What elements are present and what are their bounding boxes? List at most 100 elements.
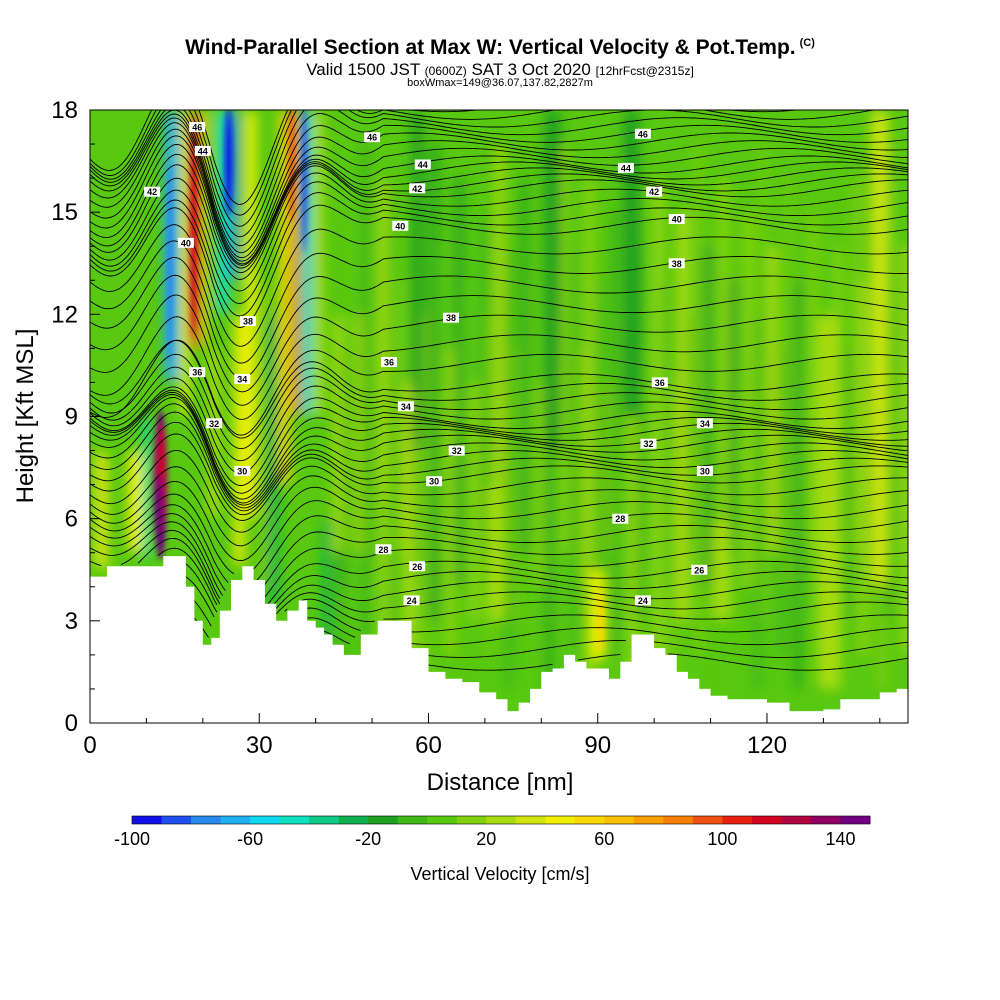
contour-label-box — [696, 418, 713, 429]
theta-contour — [90, 110, 908, 227]
contour-label-text: 38 — [446, 313, 456, 323]
contour-label: 38 — [443, 312, 459, 323]
y-tick-label: 6 — [65, 506, 78, 533]
velocity-streak — [553, 314, 564, 621]
contour-label: 42 — [144, 186, 161, 197]
potential-temperature-contours — [90, 110, 908, 671]
colorbar-tick-label: -100 — [114, 829, 150, 849]
theta-contour — [90, 433, 908, 521]
velocity-band — [234, 314, 245, 567]
colorbar-swatch — [840, 816, 871, 824]
x-tick-label: 60 — [415, 732, 442, 759]
contour-label-text: 34 — [237, 375, 247, 385]
theta-contour — [90, 256, 908, 379]
contour-label: 24 — [403, 595, 420, 606]
velocity-band — [260, 280, 269, 587]
contour-label-box — [240, 316, 256, 327]
velocity-core — [224, 110, 233, 216]
contour-label-text: 44 — [621, 163, 631, 173]
velocity-streak — [487, 314, 493, 655]
y-tick-label: 18 — [51, 97, 78, 124]
theta-contour — [90, 122, 908, 262]
colorbar-tick-label: 20 — [476, 829, 496, 849]
valid-time-line: Valid 1500 JST (0600Z) SAT 3 Oct 2020 [1… — [306, 60, 694, 79]
velocity-band — [378, 178, 388, 502]
velocity-streak — [340, 348, 346, 587]
contour-label-box — [612, 513, 629, 524]
theta-contour — [90, 493, 908, 575]
x-tick-label: 90 — [584, 732, 611, 759]
chart-title: Wind-Parallel Section at Max W: Vertical… — [185, 36, 815, 59]
theta-contour — [90, 403, 908, 509]
colorbar-swatch — [692, 816, 723, 824]
velocity-streak — [479, 212, 490, 553]
colorbar-swatch — [191, 816, 222, 824]
contour-label-text: 42 — [147, 187, 157, 197]
contour-label: 28 — [612, 513, 629, 524]
contour-label-box — [189, 122, 206, 132]
velocity-streak — [860, 280, 866, 655]
colorbar-swatch — [338, 816, 369, 824]
velocity-streak — [844, 348, 852, 621]
velocity-band — [411, 110, 423, 451]
contour-label-box — [448, 445, 465, 456]
colorbar-tick-label: 100 — [707, 829, 737, 849]
colorbar-swatch — [781, 816, 812, 824]
velocity-streak — [404, 382, 415, 655]
theta-contour — [90, 117, 908, 259]
contour-label-text: 44 — [198, 146, 208, 156]
colorbar-swatch — [309, 816, 340, 824]
contour-label: 30 — [234, 466, 251, 477]
theta-contour — [90, 294, 908, 406]
theta-contour — [90, 204, 908, 328]
velocity-streak — [603, 382, 614, 553]
theta-contour — [90, 316, 908, 420]
contour-label-text: 44 — [418, 160, 428, 170]
theta-contour — [90, 192, 908, 317]
velocity-streak — [653, 178, 664, 655]
y-tick-label: 0 — [65, 710, 78, 737]
contour-label-text: 46 — [638, 129, 648, 139]
colorbar: -100 -60 -20 20 60 100 140 — [114, 815, 871, 849]
contour-label: 44 — [617, 162, 634, 173]
colorbar-swatch — [456, 816, 487, 824]
velocity-band — [322, 518, 331, 642]
velocity-streak — [761, 144, 767, 621]
contour-label: 36 — [381, 357, 397, 368]
velocity-streak — [354, 314, 365, 553]
contour-label-box — [409, 561, 426, 572]
contour-label-text: 42 — [412, 184, 422, 194]
contour-label-text: 40 — [672, 215, 682, 225]
velocity-streak — [669, 382, 678, 689]
contour-label-box — [364, 132, 381, 143]
theta-contour — [90, 128, 908, 265]
theta-contour — [90, 135, 908, 266]
contour-label-box — [375, 544, 392, 555]
velocity-band — [713, 518, 731, 621]
contour-label-text: 24 — [638, 596, 648, 606]
contour-label: 36 — [651, 377, 668, 388]
contour-label: 26 — [691, 564, 708, 575]
box-max-info: boxWmax=149@36.07,137.82,2827m — [407, 77, 593, 89]
velocity-streak — [719, 178, 728, 621]
contour-label-box — [634, 128, 651, 139]
contour-label: 34 — [397, 401, 414, 412]
contour-label: 42 — [646, 186, 663, 197]
theta-contour — [90, 504, 908, 583]
colorbar-swatch — [368, 816, 399, 824]
contour-label: 46 — [189, 122, 206, 133]
theta-contour — [157, 547, 908, 612]
contour-label: 36 — [189, 367, 206, 378]
theta-contour — [90, 110, 908, 238]
velocity-streak — [421, 314, 429, 689]
colorbar-frame — [131, 815, 871, 825]
theta-contour — [90, 377, 908, 474]
contour-label-text: 26 — [694, 565, 704, 575]
contour-label-box — [426, 476, 443, 487]
contour-label: 42 — [409, 183, 426, 194]
vertical-velocity-field — [90, 110, 908, 723]
velocity-streak — [678, 212, 689, 621]
velocity-streak — [752, 314, 763, 689]
colorbar-swatch — [132, 816, 163, 824]
theta-contour — [90, 393, 908, 504]
